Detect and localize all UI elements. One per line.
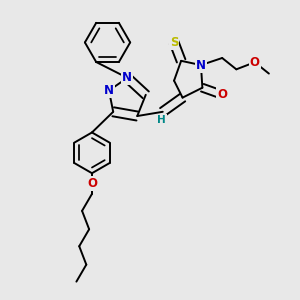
- Text: N: N: [122, 71, 132, 84]
- Text: S: S: [170, 36, 178, 49]
- Text: O: O: [217, 88, 227, 101]
- Text: O: O: [250, 56, 260, 69]
- Text: H: H: [157, 115, 166, 125]
- Text: O: O: [87, 177, 97, 190]
- Text: N: N: [196, 58, 206, 72]
- Text: N: N: [104, 84, 114, 97]
